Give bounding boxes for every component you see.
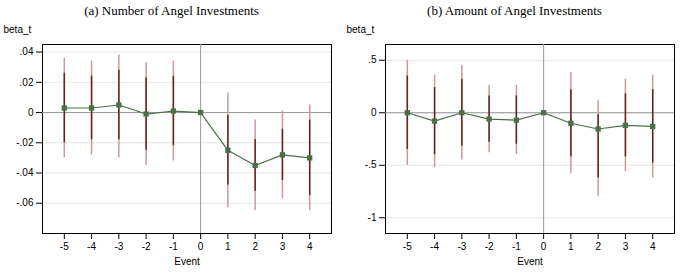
- svg-text:-.06: -.06: [16, 197, 34, 208]
- svg-text:beta_t: beta_t: [347, 24, 375, 35]
- svg-text:3: 3: [280, 241, 286, 252]
- svg-text:4: 4: [307, 241, 313, 252]
- svg-text:-3: -3: [114, 241, 123, 252]
- svg-text:.5: .5: [368, 54, 377, 65]
- svg-text:Event: Event: [174, 256, 200, 267]
- svg-text:-4: -4: [87, 241, 96, 252]
- svg-text:-2: -2: [485, 241, 494, 252]
- svg-text:-5: -5: [60, 241, 69, 252]
- svg-text:-.5: -.5: [365, 159, 377, 170]
- svg-text:-1: -1: [169, 241, 178, 252]
- svg-text:Event: Event: [517, 256, 543, 267]
- svg-text:-.02: -.02: [16, 137, 34, 148]
- svg-text:1: 1: [568, 241, 574, 252]
- svg-text:-4: -4: [430, 241, 439, 252]
- svg-text:4: 4: [650, 241, 656, 252]
- html-text:(b) Amount of Angel Investment: (b) Amount of Angel Investments: [427, 3, 602, 18]
- svg-text:0: 0: [371, 107, 377, 118]
- svg-text:-1: -1: [512, 241, 521, 252]
- svg-text:.04: .04: [20, 46, 34, 57]
- svg-text:-5: -5: [403, 241, 412, 252]
- svg-text:3: 3: [623, 241, 629, 252]
- svg-text:.02: .02: [20, 77, 34, 88]
- svg-text:1: 1: [225, 241, 231, 252]
- svg-text:2: 2: [252, 241, 258, 252]
- svg-text:0: 0: [198, 241, 204, 252]
- html-text:(a) Number of Angel Investment: (a) Number of Angel Investments: [84, 3, 259, 18]
- svg-text:-3: -3: [457, 241, 466, 252]
- svg-text:0: 0: [28, 107, 34, 118]
- svg-text:-1: -1: [368, 212, 377, 223]
- svg-text:-.04: -.04: [16, 167, 34, 178]
- svg-text:2: 2: [595, 241, 601, 252]
- svg-text:beta_t: beta_t: [4, 24, 32, 35]
- svg-text:0: 0: [541, 241, 547, 252]
- svg-text:-2: -2: [142, 241, 151, 252]
